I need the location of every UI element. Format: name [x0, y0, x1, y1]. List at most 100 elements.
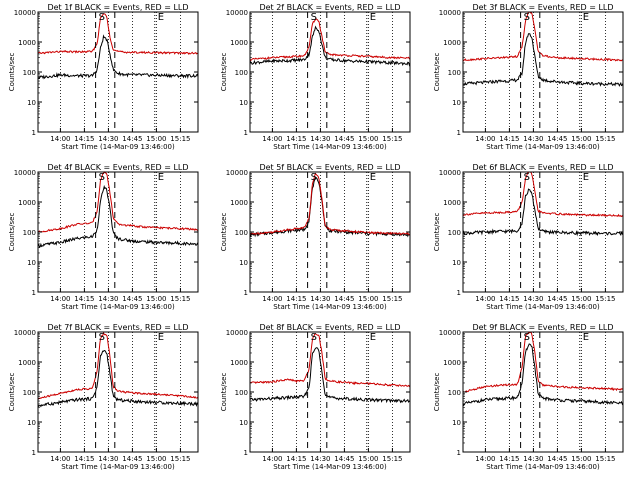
x-tick-label: 14:15 [499, 455, 519, 463]
x-tick-label: 15:00 [146, 295, 166, 303]
y-tick-label: 100 [448, 69, 461, 77]
y-tick-label: 1 [457, 449, 461, 457]
y-tick-label: 10000 [226, 329, 248, 337]
series-lld-line [37, 13, 199, 55]
y-tick-label: 1 [244, 449, 248, 457]
x-tick-label: 14:15 [286, 135, 306, 143]
x-tick-label: 14:30 [523, 295, 543, 303]
series-events-line [462, 188, 624, 237]
series-events-line [250, 177, 411, 238]
x-tick-label: 15:15 [170, 455, 190, 463]
marker-label-s: S [311, 172, 317, 183]
x-tick-label: 14:00 [50, 455, 70, 463]
x-tick-label: 15:15 [170, 295, 190, 303]
x-tick-label: 14:30 [523, 455, 543, 463]
series-events-line [37, 184, 199, 248]
x-tick-label: 14:15 [499, 295, 519, 303]
y-tick-label: 1000 [18, 199, 36, 207]
marker-label-e: E [158, 172, 164, 183]
y-axis-label: Counts/sec [8, 373, 16, 412]
y-axis-label: Counts/sec [220, 53, 228, 92]
y-tick-label: 1000 [230, 359, 248, 367]
marker-label-e: E [370, 172, 376, 183]
x-tick-label: 15:15 [595, 455, 615, 463]
y-tick-label: 1 [457, 289, 461, 297]
y-tick-label: 10 [452, 259, 461, 267]
x-tick-label: 14:30 [98, 455, 118, 463]
marker-label-s: S [524, 12, 530, 23]
x-tick-label: 14:00 [475, 455, 495, 463]
marker-label-s: S [99, 332, 105, 343]
series-lld-line [462, 331, 624, 393]
x-tick-label: 14:15 [74, 455, 94, 463]
x-tick-label: 14:00 [475, 135, 495, 143]
y-tick-label: 100 [235, 389, 248, 397]
x-tick-label: 14:45 [334, 455, 354, 463]
x-axis-label: Start Time (14-Mar-09 13:46:00) [61, 303, 175, 311]
y-tick-label: 1 [457, 129, 461, 137]
y-tick-label: 1000 [230, 199, 248, 207]
x-tick-label: 14:15 [74, 295, 94, 303]
y-tick-label: 100 [23, 389, 36, 397]
plot-frame [462, 331, 624, 453]
series-events-line [37, 349, 199, 408]
y-tick-label: 1000 [443, 199, 461, 207]
x-tick-label: 15:15 [595, 135, 615, 143]
x-tick-label: 15:15 [382, 295, 402, 303]
panel-title: Det 8f BLACK = Events, RED = LLD [259, 323, 400, 332]
panel-title: Det 1f BLACK = Events, RED = LLD [47, 3, 188, 12]
x-tick-label: 14:45 [547, 135, 567, 143]
y-tick-label: 10000 [226, 9, 248, 17]
panel-title: Det 7f BLACK = Events, RED = LLD [47, 323, 188, 332]
panel-title: Det 9f BLACK = Events, RED = LLD [472, 323, 613, 332]
y-axis-label: Counts/sec [8, 213, 16, 252]
y-axis-label: Counts/sec [433, 213, 441, 252]
x-tick-label: 14:00 [262, 455, 282, 463]
x-tick-label: 14:00 [475, 295, 495, 303]
y-tick-label: 1000 [443, 39, 461, 47]
y-tick-label: 100 [448, 389, 461, 397]
x-axis-label: Start Time (14-Mar-09 13:46:00) [61, 143, 175, 151]
y-tick-label: 10000 [439, 329, 461, 337]
x-tick-label: 15:00 [571, 455, 591, 463]
series-events-line [462, 343, 624, 407]
x-tick-label: 15:00 [146, 135, 166, 143]
series-lld-line [249, 18, 411, 62]
marker-label-e: E [583, 332, 589, 343]
y-tick-label: 1 [32, 129, 36, 137]
y-tick-label: 10000 [226, 169, 248, 177]
series-events-line [249, 347, 411, 404]
y-tick-label: 100 [448, 229, 461, 237]
y-tick-label: 1000 [443, 359, 461, 367]
x-axis-label: Start Time (14-Mar-09 13:46:00) [486, 463, 600, 471]
x-tick-label: 14:45 [122, 135, 142, 143]
marker-label-s: S [524, 332, 530, 343]
plot-frame [37, 171, 199, 293]
plot-frame [249, 11, 411, 133]
plot-frame [37, 331, 199, 453]
marker-label-s: S [311, 12, 317, 23]
x-tick-label: 14:30 [98, 135, 118, 143]
series-lld-line [249, 333, 411, 388]
y-tick-label: 1 [32, 289, 36, 297]
x-tick-label: 14:30 [310, 135, 330, 143]
marker-label-s: S [524, 172, 530, 183]
y-axis-label: Counts/sec [433, 53, 441, 92]
x-tick-label: 14:30 [523, 135, 543, 143]
y-tick-label: 10 [239, 419, 248, 427]
y-tick-label: 1 [244, 289, 248, 297]
y-tick-label: 10 [452, 419, 461, 427]
series-events-line [249, 25, 411, 67]
series-lld-line [37, 331, 199, 400]
panel-title: Det 4f BLACK = Events, RED = LLD [47, 163, 188, 172]
x-tick-label: 14:30 [310, 455, 330, 463]
plot-frame [462, 11, 624, 133]
series-lld-line [462, 171, 624, 218]
